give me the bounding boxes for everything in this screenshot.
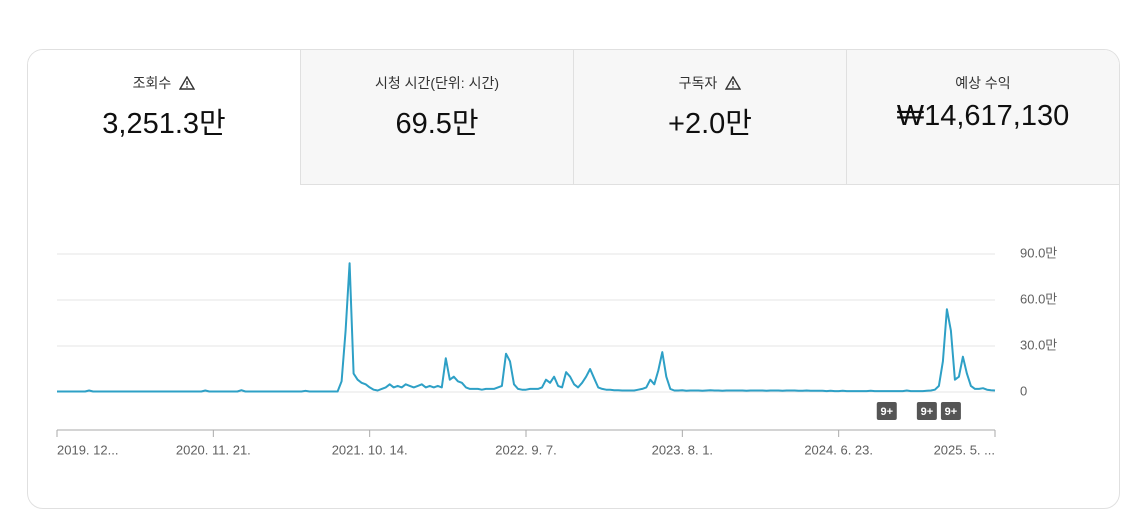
metric-label-row: 예상 수익 (847, 74, 1119, 92)
warning-dot (186, 86, 189, 88)
annotation-badge[interactable]: 9+ (940, 402, 961, 420)
metric-tabs: 조회수 3,251.3만 시청 시간(단위: 시간) 69.5만 구독자 +2.0만 예상 … (28, 50, 1119, 185)
y-tick-label: 30.0만 (1020, 337, 1057, 352)
badge-box (916, 402, 937, 420)
metric-label-row: 구독자 (574, 74, 846, 92)
warning-triangle (725, 76, 742, 90)
x-tick-label: 2023. 8. 1. (652, 442, 713, 457)
annotation-badge[interactable]: 9+ (876, 402, 897, 420)
metric-tab[interactable]: 시청 시간(단위: 시간) 69.5만 (300, 50, 573, 185)
warning-triangle (179, 76, 196, 90)
metric-value: 69.5만 (395, 108, 479, 140)
x-tick-label: 2019. 12... (57, 442, 118, 457)
y-tick-label: 0 (1020, 383, 1027, 398)
badge-box (940, 402, 961, 420)
badge-box (876, 402, 897, 420)
metric-label-row: 조회수 (28, 74, 300, 92)
metric-tab[interactable]: 예상 수익 ₩14,617,130 (846, 50, 1119, 185)
annotation-badge[interactable]: 9+ (916, 402, 937, 420)
badge-label: 9+ (921, 406, 934, 418)
x-tick-label: 2024. 6. 23. (804, 442, 873, 457)
metric-value: ₩14,617,130 (896, 100, 1070, 132)
metric-value: +2.0만 (668, 108, 752, 140)
metric-label: 시청 시간(단위: 시간) (374, 75, 500, 91)
chart: 0 30.0만 60.0만 90.0만 2019. 12... 2020. 11. 21.… (56, 245, 1057, 457)
metric-label: 구독자 (678, 75, 718, 91)
warning-icon (179, 76, 196, 90)
metric-value: 3,251.3만 (102, 108, 226, 140)
analytics-card: 조회수 3,251.3만 시청 시간(단위: 시간) 69.5만 구독자 +2.0만 예상 … (27, 49, 1120, 509)
warning-icon (725, 76, 742, 90)
metric-tab[interactable]: 구독자 +2.0만 (573, 50, 846, 185)
x-tick-label: 2022. 9. 7. (495, 442, 556, 457)
badge-label: 9+ (880, 406, 893, 418)
y-tick-label: 90.0만 (1020, 245, 1057, 260)
y-tick-label: 60.0만 (1020, 291, 1057, 306)
badge-label: 9+ (945, 406, 958, 418)
x-tick-label: 2020. 11. 21. (176, 442, 251, 457)
data-line (57, 262, 996, 393)
x-tick-label: 2025. 5. ... (934, 442, 995, 457)
metric-label-row: 시청 시간(단위: 시간) (301, 74, 573, 92)
warning-dot (732, 86, 735, 88)
metric-label: 조회수 (132, 75, 172, 91)
x-tick-label: 2021. 10. 14. (332, 442, 408, 457)
metric-tab[interactable]: 조회수 3,251.3만 (28, 50, 300, 185)
metric-label: 예상 수익 (955, 75, 1011, 91)
page: 조회수 3,251.3만 시청 시간(단위: 시간) 69.5만 구독자 +2.0만 예상 … (27, 49, 1120, 509)
